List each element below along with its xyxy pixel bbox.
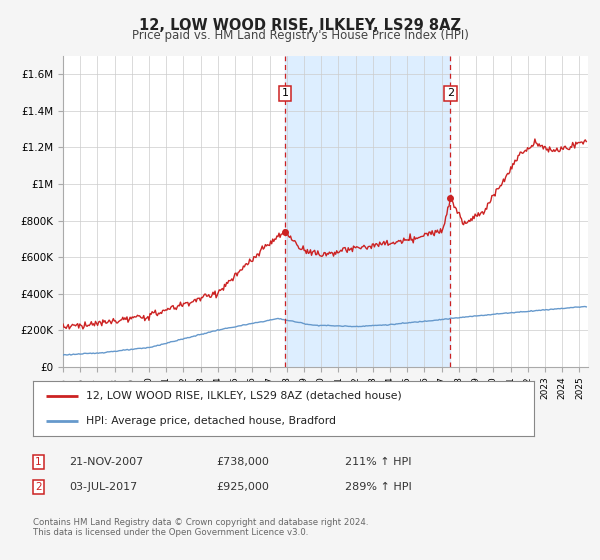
Text: 2: 2 [447, 88, 454, 99]
Text: 2: 2 [35, 482, 41, 492]
Text: Price paid vs. HM Land Registry's House Price Index (HPI): Price paid vs. HM Land Registry's House … [131, 29, 469, 42]
Bar [285, 56, 450, 367]
Text: 1: 1 [35, 457, 41, 467]
Text: 12, LOW WOOD RISE, ILKLEY, LS29 8AZ (detached house): 12, LOW WOOD RISE, ILKLEY, LS29 8AZ (det… [86, 391, 401, 400]
Text: 1: 1 [281, 88, 289, 99]
Text: 03-JUL-2017: 03-JUL-2017 [69, 482, 137, 492]
Text: £738,000: £738,000 [216, 457, 269, 467]
Text: 21-NOV-2007: 21-NOV-2007 [69, 457, 143, 467]
Text: 289% ↑ HPI: 289% ↑ HPI [345, 482, 412, 492]
Text: HPI: Average price, detached house, Bradford: HPI: Average price, detached house, Brad… [86, 416, 335, 426]
Text: £925,000: £925,000 [216, 482, 269, 492]
Text: Contains HM Land Registry data © Crown copyright and database right 2024.
This d: Contains HM Land Registry data © Crown c… [33, 518, 368, 538]
Text: 211% ↑ HPI: 211% ↑ HPI [345, 457, 412, 467]
Text: 12, LOW WOOD RISE, ILKLEY, LS29 8AZ: 12, LOW WOOD RISE, ILKLEY, LS29 8AZ [139, 18, 461, 33]
